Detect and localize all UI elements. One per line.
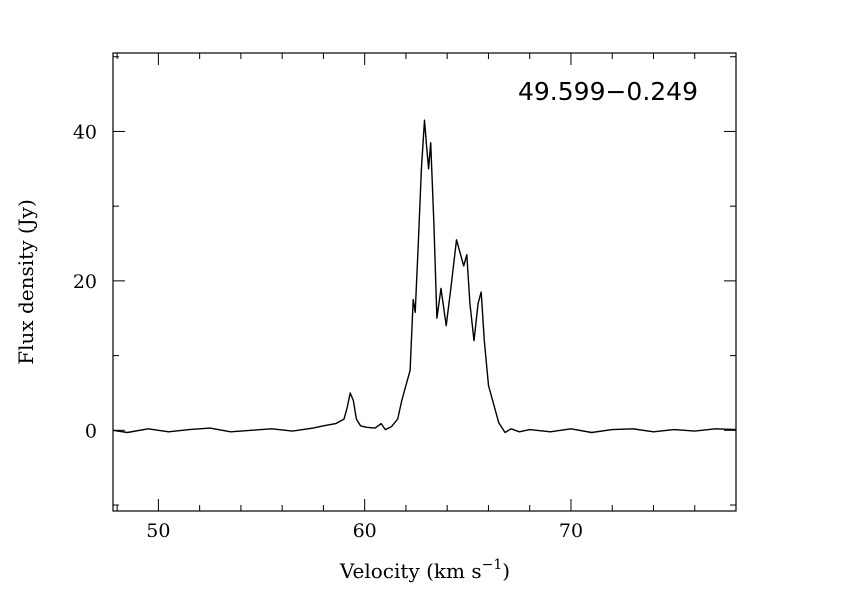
- x-tick-label: 70: [559, 520, 583, 542]
- y-tick-label: 20: [73, 271, 97, 293]
- x-axis-ticks: 50 60 70: [116, 53, 737, 542]
- y-tick-label: 0: [85, 420, 97, 442]
- source-name-annotation: 49.599−0.249: [518, 77, 698, 106]
- plot-frame: [112, 52, 737, 512]
- y-axis-ticks: 0 20 40: [73, 56, 736, 506]
- x-tick-label: 50: [146, 520, 170, 542]
- y-axis-label: Flux density (Jy): [14, 199, 38, 365]
- x-axis-label: Velocity (km s−1): [339, 557, 510, 583]
- y-tick-label: 40: [73, 121, 97, 143]
- x-tick-label: 60: [353, 520, 377, 542]
- x-axis-label-exponent: −1: [482, 557, 503, 573]
- spectrum-series-line: [112, 119, 737, 434]
